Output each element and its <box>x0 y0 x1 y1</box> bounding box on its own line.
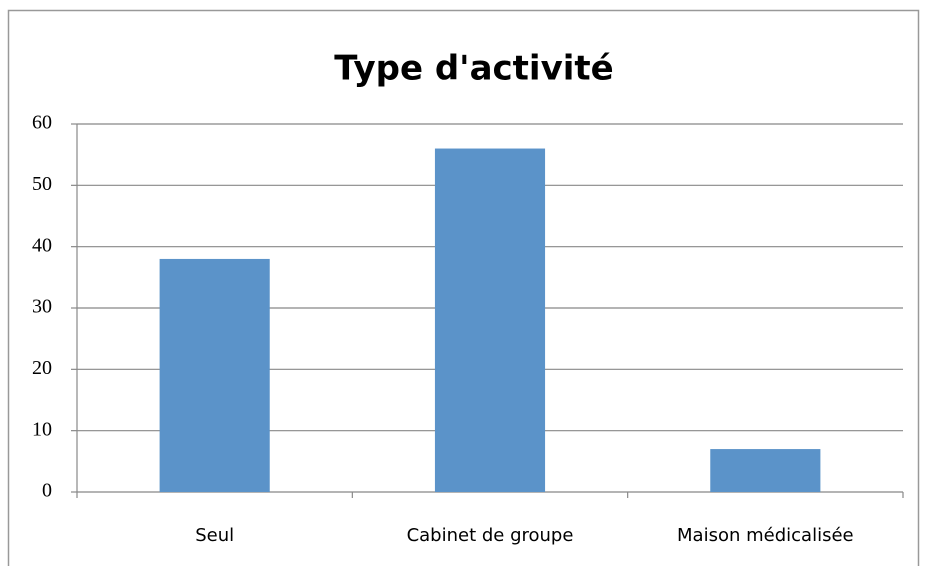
x-tick-label: Cabinet de groupe <box>407 525 574 546</box>
y-tick-label: 60 <box>32 112 52 134</box>
chart-title: Type d'activité <box>334 49 613 89</box>
chart-frame <box>7 9 920 566</box>
bar <box>159 258 270 492</box>
y-tick-label: 50 <box>32 173 52 195</box>
y-tick-label: 10 <box>32 418 52 440</box>
y-tick-label: 0 <box>42 480 52 502</box>
y-tick-label: 20 <box>32 357 52 379</box>
bar <box>710 449 821 492</box>
bar <box>434 148 546 493</box>
y-tick-label: 30 <box>32 296 52 318</box>
x-tick-label: Maison médicalisée <box>677 525 854 546</box>
x-tick-label: Seul <box>195 525 234 546</box>
y-tick-label: 40 <box>32 234 52 256</box>
